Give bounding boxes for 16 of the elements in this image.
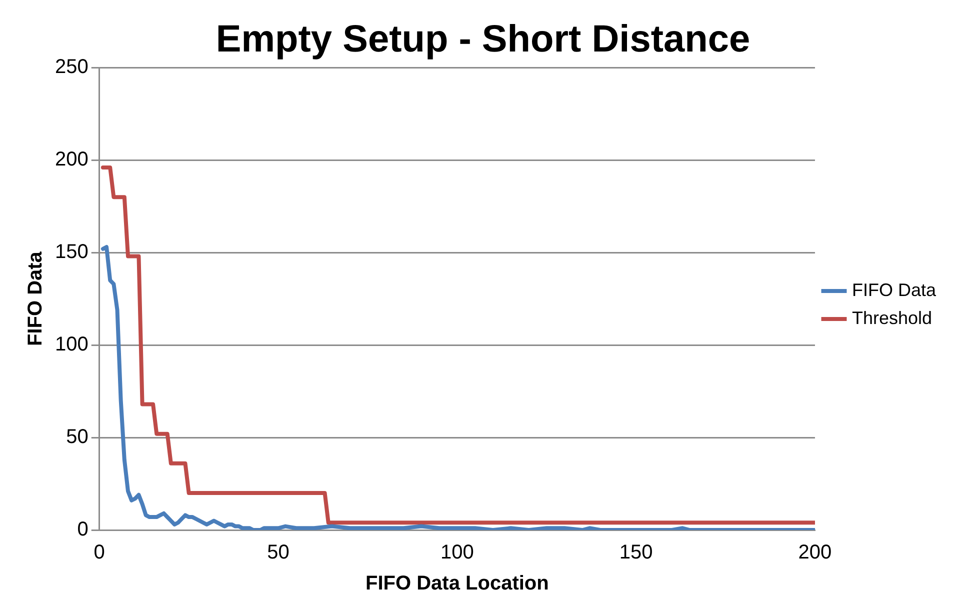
- x-axis-title: FIFO Data Location: [366, 572, 549, 595]
- x-tick-label: 0: [94, 542, 105, 564]
- y-axis-title: FIFO Data: [24, 250, 47, 346]
- legend-label: Threshold: [852, 308, 932, 328]
- legend-label: FIFO Data: [852, 280, 937, 300]
- x-tick-label: 200: [798, 542, 832, 564]
- x-tick-label: 150: [619, 542, 653, 564]
- x-tick-label: 100: [440, 542, 474, 564]
- y-tick-label: 50: [66, 426, 88, 448]
- chart-title: Empty Setup - Short Distance: [216, 18, 750, 60]
- x-tick-label: 50: [267, 542, 290, 564]
- y-tick-label: 100: [54, 334, 88, 356]
- y-tick-label: 150: [54, 241, 88, 264]
- y-tick-label: 250: [54, 56, 88, 78]
- y-tick-label: 0: [77, 518, 88, 541]
- y-tick-label: 200: [54, 148, 88, 171]
